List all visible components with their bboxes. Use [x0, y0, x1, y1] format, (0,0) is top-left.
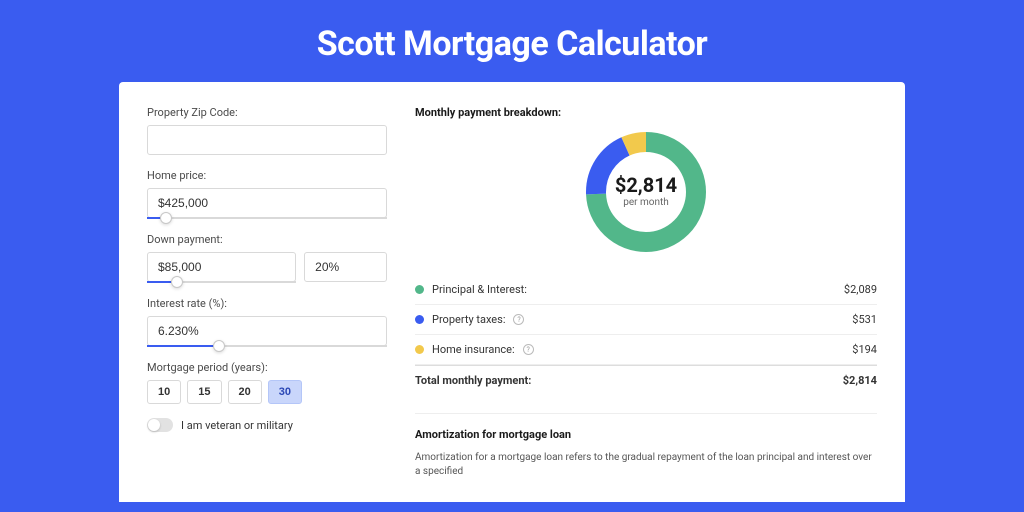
toggle-knob: [148, 419, 160, 431]
breakdown-total-label: Total monthly payment:: [415, 374, 531, 387]
mortgage-period-button-15[interactable]: 15: [187, 380, 221, 404]
breakdown-item-label: Principal & Interest:: [432, 283, 527, 296]
interest-rate-field: Interest rate (%):: [147, 297, 387, 347]
veteran-label: I am veteran or military: [181, 419, 293, 432]
down-payment-slider[interactable]: [147, 281, 296, 283]
home-price-input[interactable]: [147, 188, 387, 218]
mortgage-period-button-10[interactable]: 10: [147, 380, 181, 404]
mortgage-period-field: Mortgage period (years): 1015 2030: [147, 361, 387, 404]
breakdown-total-value: $2,814: [843, 374, 877, 387]
down-payment-amount-input[interactable]: [147, 252, 296, 282]
down-payment-slider-handle[interactable]: [171, 276, 183, 288]
zip-input[interactable]: [147, 125, 387, 155]
breakdown-row: Home insurance:? $194: [415, 335, 877, 365]
mortgage-period-button-20[interactable]: 20: [228, 380, 262, 404]
page-title: Scott Mortgage Calculator: [0, 0, 1024, 82]
breakdown-item-value: $194: [852, 343, 877, 356]
down-payment-percent-input[interactable]: [304, 252, 387, 282]
veteran-row: I am veteran or military: [147, 418, 387, 432]
breakdown-row: Principal & Interest: $2,089: [415, 275, 877, 305]
info-icon[interactable]: ?: [513, 314, 524, 325]
mortgage-period-label: Mortgage period (years):: [147, 361, 387, 374]
donut-chart-wrap: $2,814 per month: [415, 127, 877, 257]
mortgage-period-button-30[interactable]: 30: [268, 380, 302, 404]
legend-dot: [415, 285, 424, 294]
home-price-label: Home price:: [147, 169, 387, 182]
down-payment-label: Down payment:: [147, 233, 387, 246]
interest-rate-slider-fill: [147, 345, 219, 347]
form-column: Property Zip Code: Home price: Down paym…: [147, 106, 387, 462]
calculator-card: Property Zip Code: Home price: Down paym…: [119, 82, 905, 502]
breakdown-row: Property taxes:? $531: [415, 305, 877, 335]
donut-chart: $2,814 per month: [581, 127, 711, 257]
breakdown-rows: Principal & Interest: $2,089 Property taxe…: [415, 275, 877, 395]
veteran-toggle[interactable]: [147, 418, 173, 432]
interest-rate-slider-handle[interactable]: [213, 340, 225, 352]
donut-center-sub: per month: [623, 197, 669, 208]
mortgage-period-buttons: 1015 2030: [147, 380, 387, 404]
breakdown-item-label: Home insurance:: [432, 343, 515, 356]
breakdown-item-value: $2,089: [844, 283, 877, 296]
home-price-field: Home price:: [147, 169, 387, 219]
interest-rate-slider[interactable]: [147, 345, 387, 347]
breakdown-column: Monthly payment breakdown: $2,814 per mo…: [415, 106, 877, 462]
breakdown-total-row: Total monthly payment: $2,814: [415, 365, 877, 395]
zip-label: Property Zip Code:: [147, 106, 387, 119]
zip-field: Property Zip Code:: [147, 106, 387, 155]
home-price-slider[interactable]: [147, 217, 387, 219]
legend-dot: [415, 345, 424, 354]
amortization-title: Amortization for mortgage loan: [415, 428, 877, 441]
interest-rate-input[interactable]: [147, 316, 387, 346]
amortization-text: Amortization for a mortgage loan refers …: [415, 451, 877, 479]
breakdown-item-value: $531: [852, 313, 877, 326]
legend-dot: [415, 315, 424, 324]
donut-center-amount: $2,814: [615, 173, 677, 197]
down-payment-field: Down payment:: [147, 233, 387, 283]
breakdown-title: Monthly payment breakdown:: [415, 106, 877, 119]
info-icon[interactable]: ?: [523, 344, 534, 355]
amortization-section: Amortization for mortgage loan Amortizat…: [415, 413, 877, 479]
breakdown-item-label: Property taxes:: [432, 313, 505, 326]
interest-rate-label: Interest rate (%):: [147, 297, 387, 310]
home-price-slider-handle[interactable]: [160, 212, 172, 224]
